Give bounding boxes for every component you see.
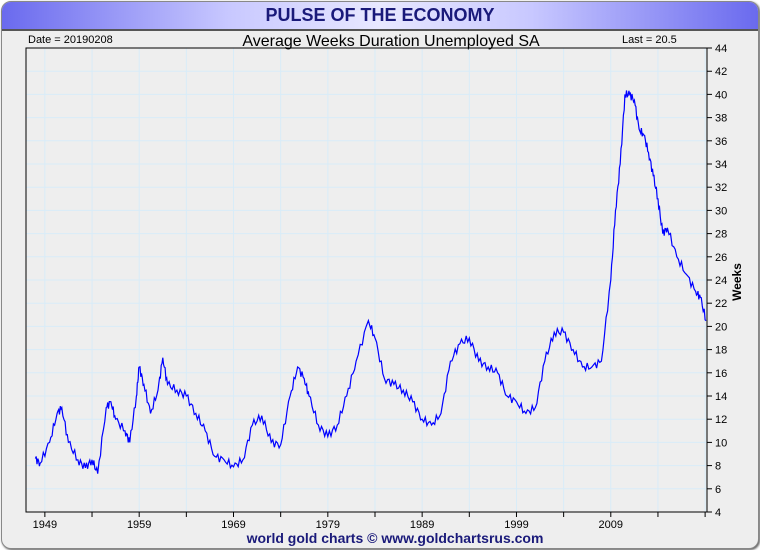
y-tick-label: 10 xyxy=(715,437,727,449)
y-tick-label: 18 xyxy=(715,345,727,357)
date-label: Date = 20190208 xyxy=(28,34,113,46)
y-tick-label: 14 xyxy=(715,391,727,403)
y-tick-label: 20 xyxy=(715,321,727,333)
y-tick-label: 40 xyxy=(715,89,727,101)
x-tick-label: 1969 xyxy=(221,519,245,531)
series-line xyxy=(34,90,707,474)
y-tick-label: 32 xyxy=(715,182,727,194)
y-tick-label: 42 xyxy=(715,66,727,78)
y-tick-label: 4 xyxy=(715,507,721,519)
x-tick-label: 2009 xyxy=(599,519,623,531)
y-tick-label: 28 xyxy=(715,229,727,241)
x-tick-label: 1989 xyxy=(410,519,434,531)
y-tick-label: 24 xyxy=(715,275,727,287)
y-tick-label: 36 xyxy=(715,136,727,148)
y-axis-label: Weeks xyxy=(730,263,744,301)
y-tick-label: 38 xyxy=(715,113,727,125)
y-tick-label: 34 xyxy=(715,159,727,171)
y-tick-label: 8 xyxy=(715,461,721,473)
x-tick-label: 1999 xyxy=(504,519,528,531)
y-tick-label: 12 xyxy=(715,414,727,426)
x-tick-label: 1949 xyxy=(33,519,57,531)
footer-credit: world gold charts © www.goldchartsrus.co… xyxy=(246,530,544,546)
chart-title: Average Weeks Duration Unemployed SA xyxy=(242,33,540,50)
x-tick-label: 1959 xyxy=(127,519,151,531)
y-tick-label: 30 xyxy=(715,205,727,217)
y-tick-label: 44 xyxy=(715,43,727,55)
x-tick-label: 1979 xyxy=(316,519,340,531)
y-tick-label: 22 xyxy=(715,298,727,310)
y-tick-label: 26 xyxy=(715,252,727,264)
last-label: Last = 20.5 xyxy=(622,34,677,46)
header-bar: PULSE OF THE ECONOMY xyxy=(2,2,758,31)
page-title: PULSE OF THE ECONOMY xyxy=(265,5,495,25)
y-tick-label: 6 xyxy=(715,484,721,496)
y-tick-label: 16 xyxy=(715,368,727,380)
